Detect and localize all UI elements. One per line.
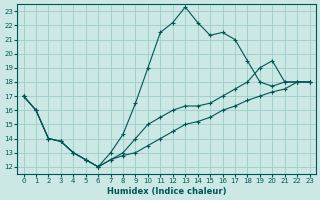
X-axis label: Humidex (Indice chaleur): Humidex (Indice chaleur) bbox=[107, 187, 226, 196]
